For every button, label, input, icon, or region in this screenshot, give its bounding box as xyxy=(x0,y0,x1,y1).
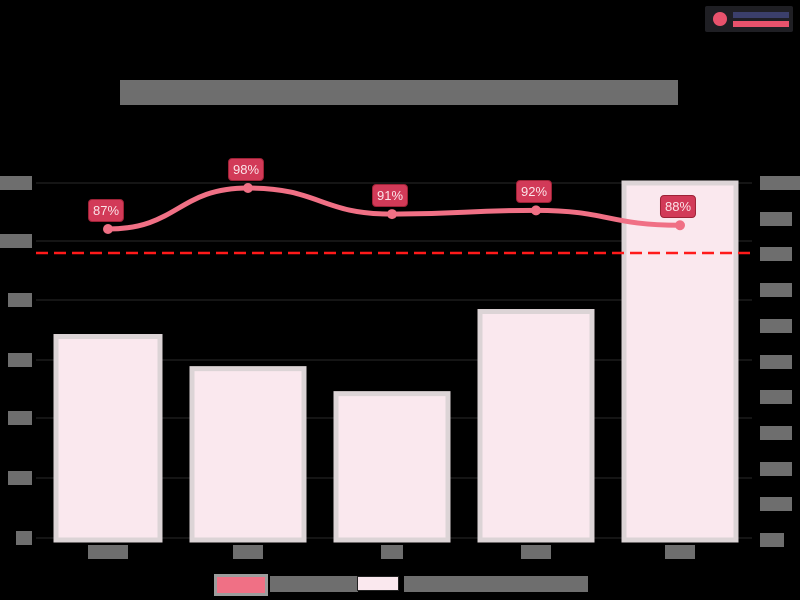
left-tick-label xyxy=(8,411,32,425)
bar xyxy=(624,183,736,540)
right-tick-label xyxy=(760,319,792,333)
left-tick-label xyxy=(16,531,32,545)
legend-line-swatch xyxy=(214,574,268,596)
data-label: 92% xyxy=(516,180,552,203)
x-tick-label xyxy=(521,545,551,559)
right-tick-label xyxy=(760,426,792,440)
bar xyxy=(336,394,448,540)
legend-bar-swatch xyxy=(357,576,399,591)
right-tick-label xyxy=(760,533,784,547)
left-tick-label xyxy=(0,176,32,190)
line-marker xyxy=(675,220,685,230)
line-marker xyxy=(103,224,113,234)
left-tick-label xyxy=(8,471,32,485)
chart-plot xyxy=(0,0,800,600)
data-label: 88% xyxy=(660,195,696,218)
line-marker xyxy=(243,183,253,193)
left-tick-label xyxy=(0,234,32,248)
bar xyxy=(192,369,304,540)
legend-label xyxy=(404,576,588,592)
left-tick-label xyxy=(8,353,32,367)
legend-label xyxy=(270,576,358,592)
right-tick-label xyxy=(760,212,792,226)
line-marker xyxy=(531,205,541,215)
bar xyxy=(56,337,160,540)
right-tick-label xyxy=(760,462,792,476)
data-label: 87% xyxy=(88,199,124,222)
right-tick-label xyxy=(760,247,792,261)
x-tick-label xyxy=(381,545,403,559)
x-tick-label xyxy=(665,545,695,559)
right-tick-label xyxy=(760,497,792,511)
data-label: 91% xyxy=(372,184,408,207)
x-tick-label xyxy=(88,545,128,559)
right-tick-label xyxy=(760,355,792,369)
x-tick-label xyxy=(233,545,263,559)
data-label: 98% xyxy=(228,158,264,181)
right-tick-label xyxy=(760,283,792,297)
right-tick-label xyxy=(760,390,792,404)
bar xyxy=(480,312,592,540)
right-tick-label xyxy=(760,176,800,190)
line-marker xyxy=(387,209,397,219)
left-tick-label xyxy=(8,293,32,307)
bar-series xyxy=(56,183,736,540)
